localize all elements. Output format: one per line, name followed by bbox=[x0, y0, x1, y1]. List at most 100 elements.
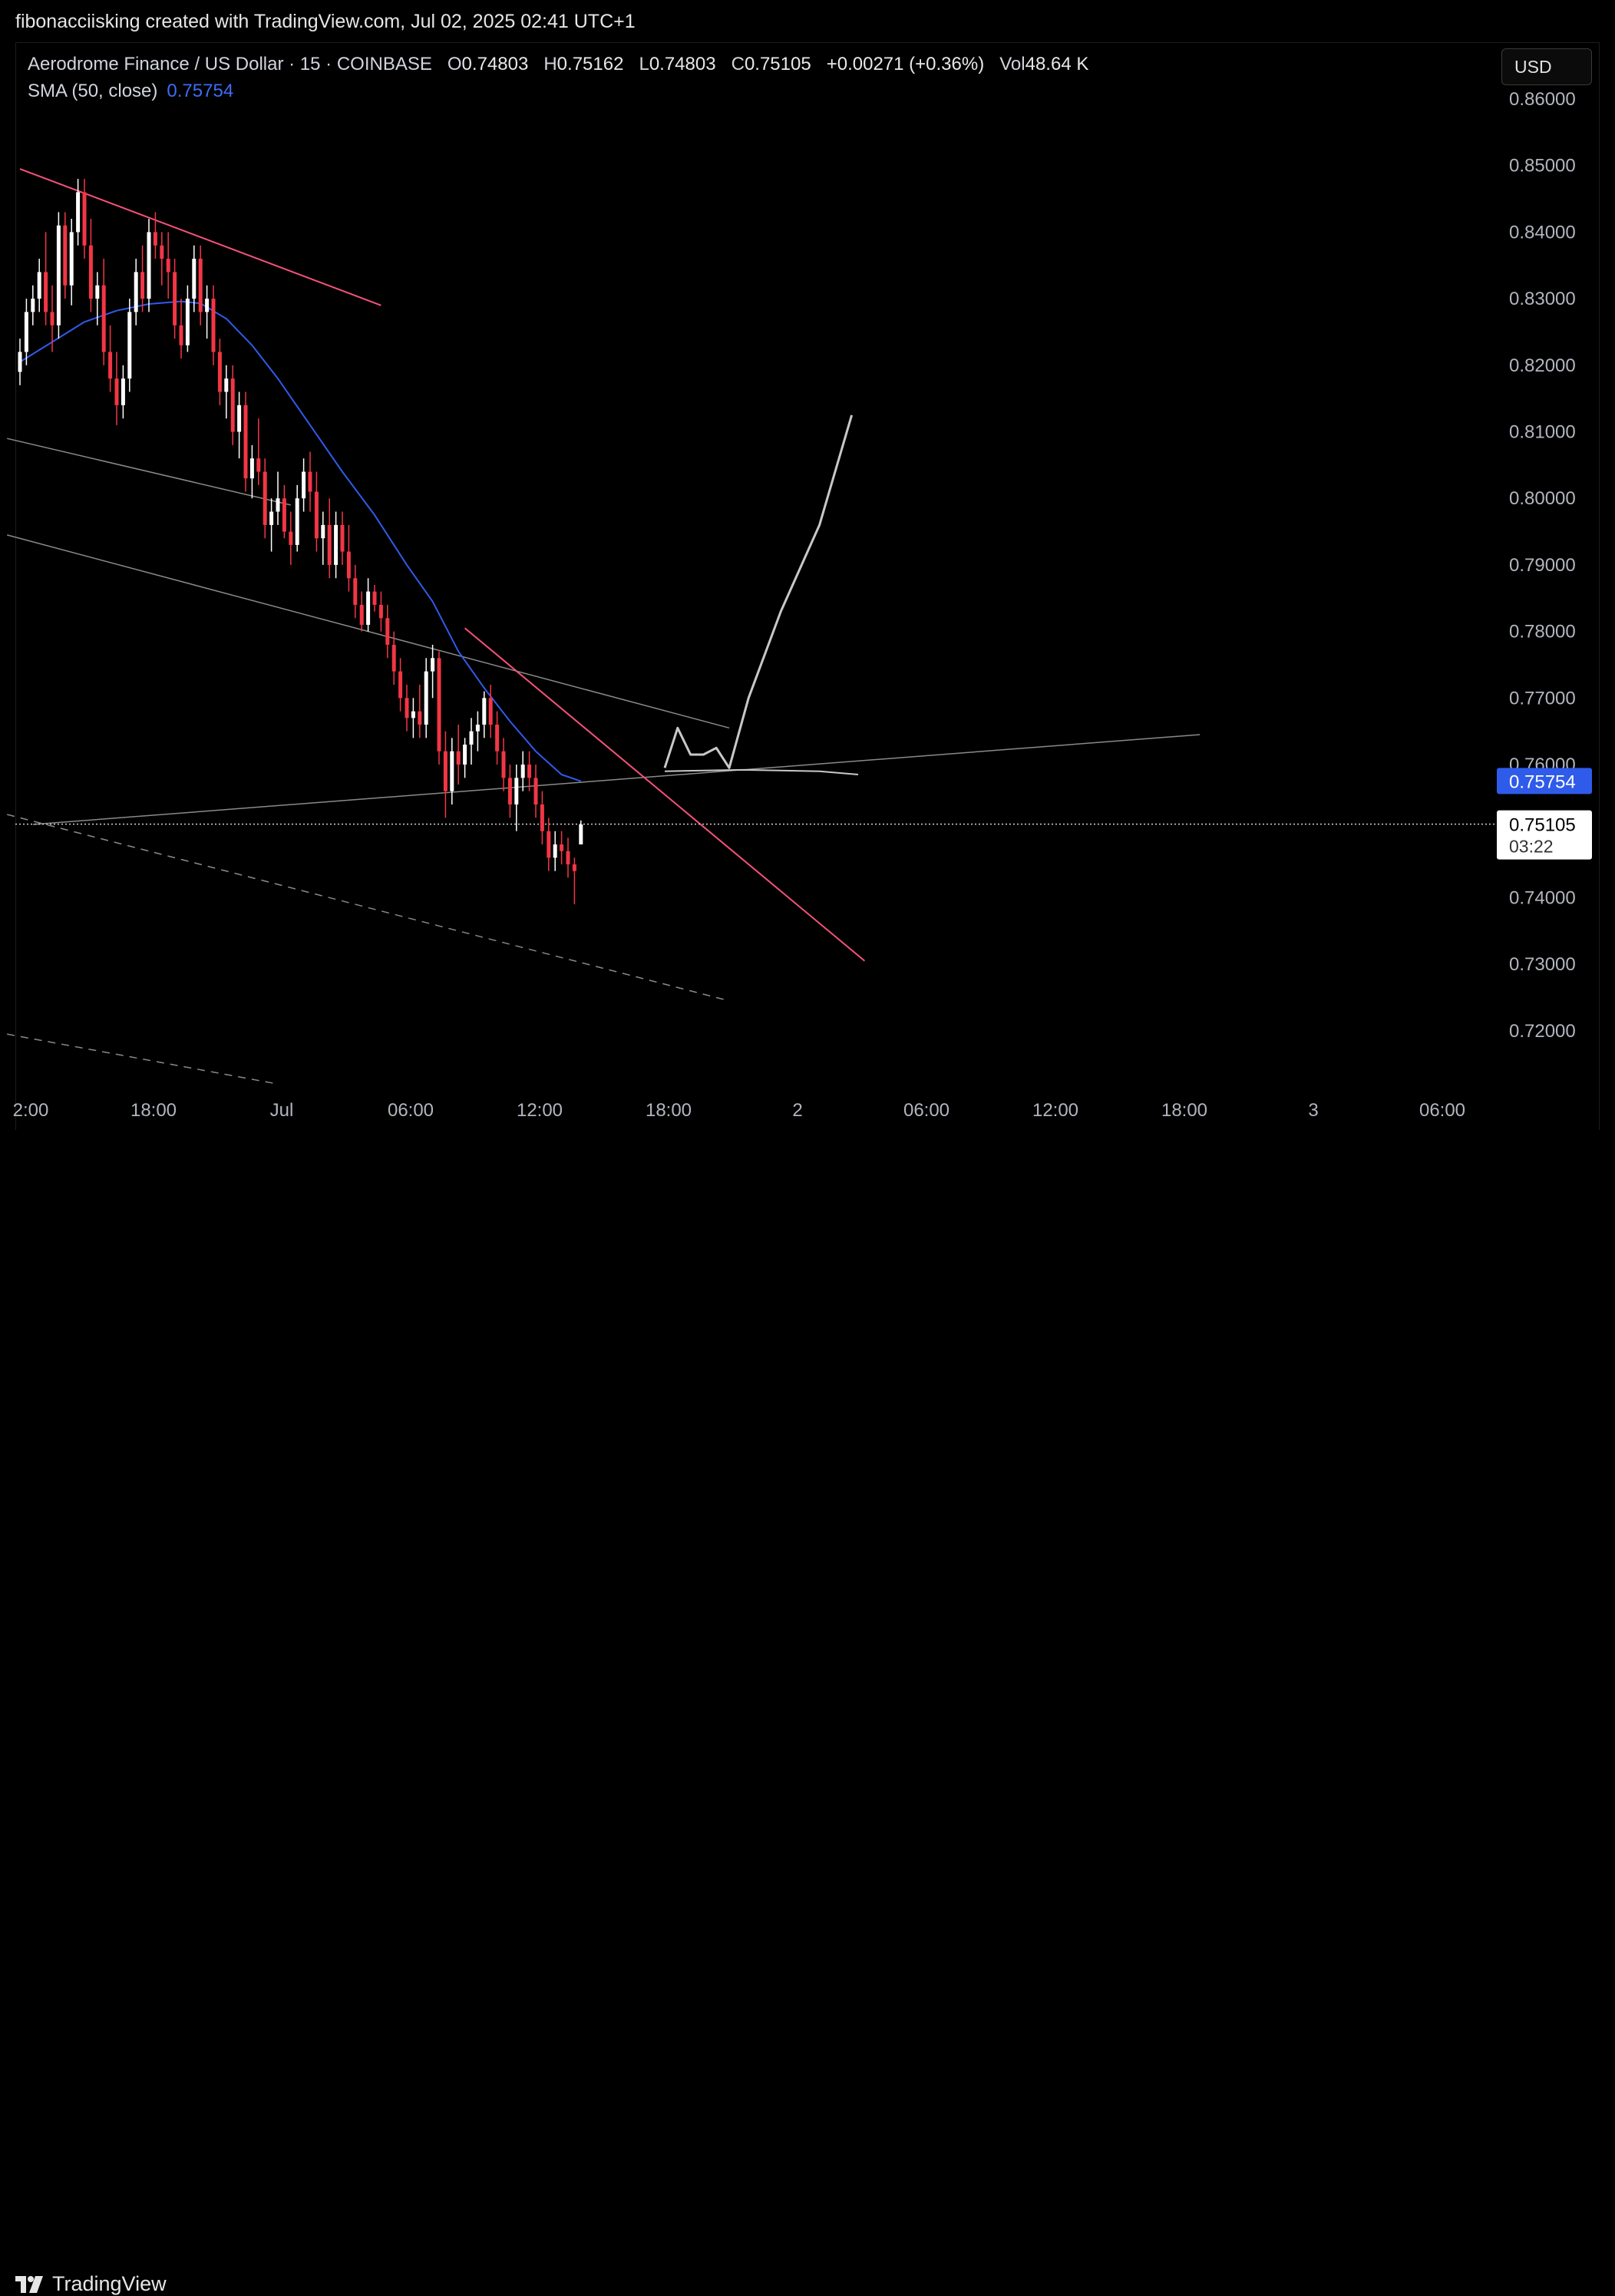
candle-body bbox=[153, 232, 157, 246]
candle bbox=[179, 299, 183, 359]
candle-body bbox=[391, 644, 396, 672]
candle-body bbox=[475, 724, 480, 732]
candle-body bbox=[411, 711, 415, 719]
candle bbox=[31, 285, 35, 325]
candle-body bbox=[101, 285, 106, 352]
candle-body bbox=[424, 671, 428, 725]
close-label: C bbox=[731, 54, 745, 74]
candle-body bbox=[295, 498, 299, 545]
candle-body bbox=[520, 765, 525, 778]
candle bbox=[566, 837, 570, 878]
candle-body bbox=[108, 352, 113, 379]
sma-price-tag bbox=[1497, 768, 1592, 795]
candle bbox=[237, 391, 242, 459]
candle bbox=[495, 711, 500, 765]
candle bbox=[346, 524, 351, 592]
candle-body bbox=[140, 272, 145, 299]
lower-trendline bbox=[464, 627, 866, 962]
candle bbox=[173, 259, 177, 339]
candle bbox=[366, 578, 371, 632]
candle-body bbox=[256, 458, 261, 472]
candle-body bbox=[540, 804, 544, 831]
candle bbox=[140, 245, 145, 312]
price-tick-label: 0.78000 bbox=[1509, 622, 1576, 643]
candle-body bbox=[431, 658, 435, 672]
candle bbox=[302, 458, 306, 512]
candle-body bbox=[88, 245, 93, 299]
candle-body bbox=[95, 285, 100, 299]
countdown-label: 03:22 bbox=[1509, 837, 1554, 857]
candle-body bbox=[217, 352, 222, 392]
candle bbox=[547, 818, 551, 871]
candle bbox=[321, 511, 325, 565]
candle-body bbox=[418, 711, 422, 725]
candle bbox=[520, 751, 525, 791]
bottom-bar: TradingView bbox=[0, 1130, 1615, 2295]
last-price-tag bbox=[1497, 810, 1592, 860]
candle bbox=[88, 219, 93, 312]
candle-body bbox=[443, 751, 448, 791]
candle-body bbox=[192, 259, 197, 299]
candle bbox=[359, 591, 364, 632]
candle bbox=[95, 272, 100, 325]
candle bbox=[501, 738, 506, 791]
price-tick-label: 0.79000 bbox=[1509, 555, 1576, 576]
candle-body bbox=[334, 524, 339, 565]
candle bbox=[69, 219, 74, 306]
candle bbox=[44, 232, 48, 325]
candle bbox=[560, 831, 564, 865]
low-value: 0.74803 bbox=[649, 54, 716, 74]
time-tick-label: 2 bbox=[792, 1100, 802, 1121]
candle-body bbox=[437, 658, 441, 752]
candle-body bbox=[501, 751, 506, 778]
brand-name: TradingView bbox=[52, 2272, 167, 2295]
candle bbox=[263, 458, 267, 539]
close-value: 0.75105 bbox=[744, 54, 811, 74]
price-tick-label: 0.80000 bbox=[1509, 488, 1576, 509]
candle-body bbox=[450, 751, 454, 791]
candle-body bbox=[405, 698, 409, 719]
candle bbox=[405, 684, 409, 732]
candle bbox=[166, 232, 170, 299]
candle-body bbox=[243, 405, 248, 479]
projection-curve bbox=[663, 415, 854, 769]
sma-legend[interactable]: SMA (50, close) 0.75754 bbox=[28, 81, 233, 102]
price-tick-label: 0.74000 bbox=[1509, 887, 1576, 908]
candle bbox=[198, 245, 203, 325]
candle-body bbox=[127, 312, 132, 379]
candle bbox=[398, 658, 403, 712]
candle bbox=[431, 644, 435, 699]
candle-body bbox=[24, 312, 28, 352]
candle-body bbox=[533, 778, 538, 805]
candle-body bbox=[359, 604, 364, 625]
tradingview-brand[interactable]: TradingView bbox=[15, 2272, 167, 2296]
candle bbox=[463, 738, 467, 778]
candle bbox=[443, 731, 448, 818]
candle bbox=[572, 857, 576, 905]
time-tick-label: 06:00 bbox=[1419, 1100, 1465, 1121]
currency-button[interactable]: USD bbox=[1501, 48, 1592, 85]
symbol-name[interactable]: Aerodrome Finance / US Dollar · 15 · COI… bbox=[28, 54, 432, 74]
candle-body bbox=[82, 192, 87, 246]
candle-body bbox=[488, 698, 493, 725]
candle-body bbox=[160, 245, 164, 259]
candle-body bbox=[31, 299, 35, 312]
time-tick-label: 12:00 bbox=[1032, 1100, 1078, 1121]
candle bbox=[134, 259, 138, 325]
price-chart[interactable]: 0.86000 0.85000 0.84000 0.83000 0.82000 0.810… bbox=[0, 0, 1615, 1184]
candle-body bbox=[566, 851, 570, 865]
time-tick-label: 18:00 bbox=[646, 1100, 692, 1121]
candle bbox=[327, 498, 332, 579]
candle-body bbox=[398, 671, 403, 699]
price-axis: 0.86000 0.85000 0.84000 0.83000 0.82000 0.810… bbox=[1509, 89, 1576, 1042]
time-tick-label: 12:00 bbox=[517, 1100, 563, 1121]
candle-body bbox=[269, 511, 274, 525]
candle bbox=[424, 658, 428, 738]
last-price-tag-label: 0.75105 bbox=[1509, 815, 1576, 836]
candle bbox=[372, 584, 377, 612]
chart-frame[interactable] bbox=[15, 42, 1600, 1131]
time-axis: 2:00 18:00 Jul 06:00 12:00 18:00 2 06:00 12:00 18… bbox=[13, 1100, 1465, 1121]
candle-body bbox=[282, 498, 286, 532]
candle-body bbox=[134, 272, 138, 312]
candle bbox=[308, 451, 312, 512]
